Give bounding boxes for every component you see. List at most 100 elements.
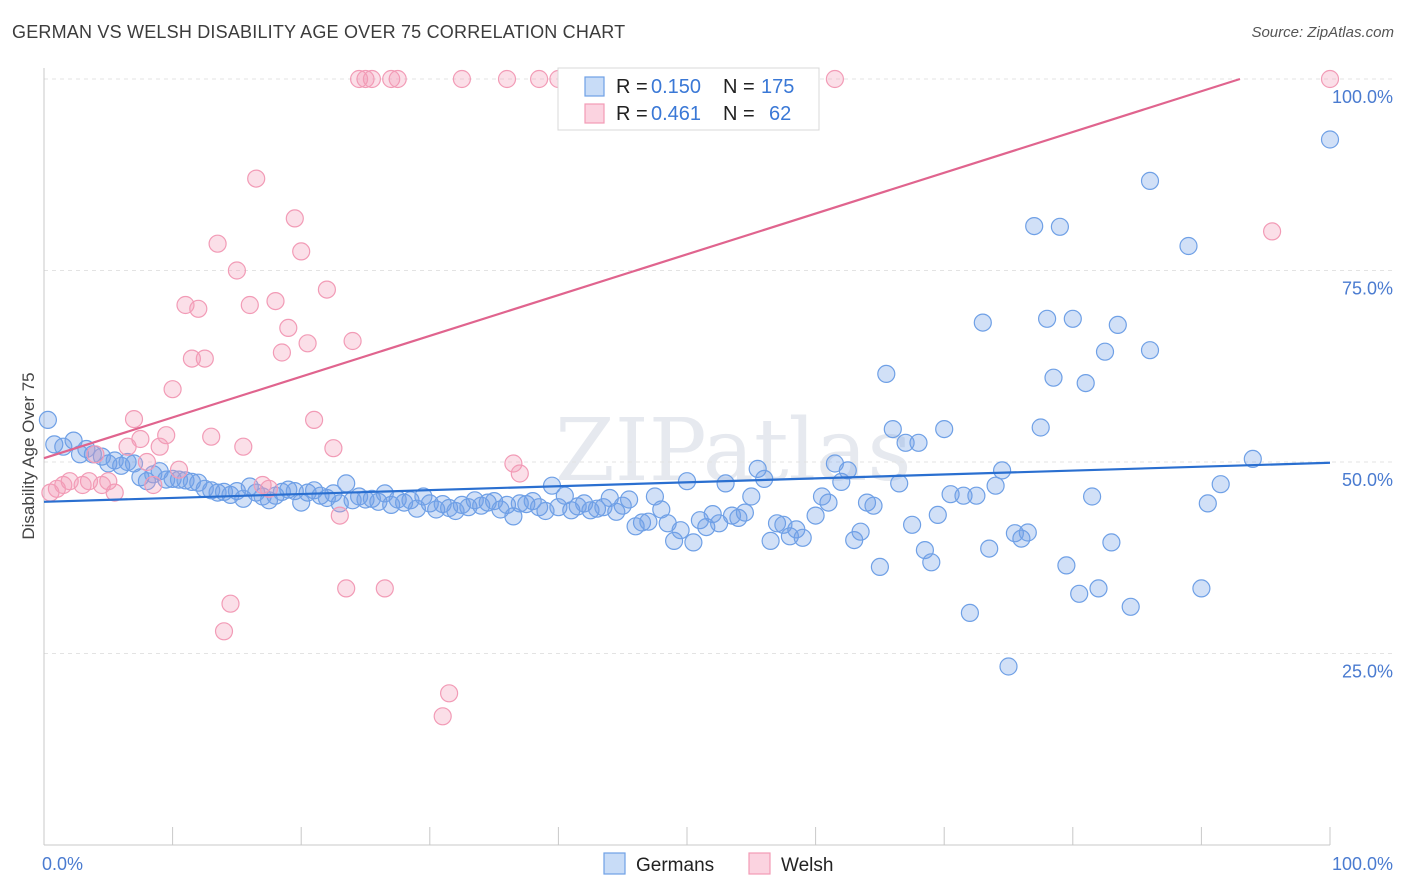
- data-point-welsh: [124, 410, 144, 429]
- data-point-germans: [767, 514, 787, 533]
- data-point-welsh: [266, 292, 285, 311]
- bottom-legend: Germans Welsh: [603, 852, 833, 876]
- data-point-germans: [935, 420, 954, 439]
- data-point-germans: [1095, 342, 1115, 361]
- data-point-germans: [877, 364, 896, 383]
- data-point-welsh: [157, 426, 176, 445]
- data-point-germans: [1140, 341, 1160, 360]
- data-point-germans: [1025, 217, 1044, 236]
- x-ticks: [43, 827, 1331, 845]
- data-point-germans: [1243, 449, 1262, 468]
- data-point-welsh: [382, 69, 401, 89]
- data-point-germans: [806, 506, 825, 525]
- data-point-germans: [1089, 579, 1108, 598]
- data-point-germans: [684, 533, 703, 552]
- data-point-welsh: [285, 209, 304, 228]
- data-point-welsh: [279, 318, 298, 337]
- data-point-germans: [992, 461, 1012, 480]
- data-point-germans: [973, 313, 992, 332]
- bottom-legend-swatch-germans: [603, 852, 626, 875]
- source-credit: Source: ZipAtlas.com: [1251, 24, 1394, 41]
- data-point-welsh: [1262, 222, 1282, 241]
- data-point-welsh: [298, 334, 317, 353]
- data-point-welsh: [163, 380, 182, 399]
- data-point-germans: [890, 474, 909, 493]
- x-tick-label-max: 100.0%: [1332, 854, 1393, 874]
- data-point-welsh: [234, 437, 253, 456]
- data-point-welsh: [189, 299, 208, 318]
- data-point-welsh: [825, 69, 845, 89]
- data-point-germans: [864, 496, 883, 515]
- y-tick-label: 100.0%: [1332, 87, 1393, 107]
- data-point-germans: [838, 461, 857, 480]
- data-point-welsh: [343, 331, 362, 351]
- data-point-germans: [1320, 130, 1340, 149]
- data-point-germans: [118, 452, 137, 472]
- data-point-germans: [587, 499, 607, 518]
- y-tick-label: 25.0%: [1342, 662, 1393, 682]
- data-point-germans: [639, 512, 658, 531]
- data-point-germans: [1179, 236, 1198, 256]
- legend-n-label-welsh: N =: [723, 103, 755, 125]
- data-point-germans: [909, 433, 928, 452]
- data-point-germans: [851, 522, 870, 541]
- data-point-welsh: [195, 349, 214, 368]
- y-tick-label: 50.0%: [1342, 470, 1393, 490]
- data-point-germans: [967, 486, 986, 505]
- data-point-germans: [1018, 523, 1037, 542]
- data-point-germans: [1108, 315, 1127, 334]
- data-point-welsh: [272, 343, 291, 362]
- data-point-welsh: [247, 169, 266, 188]
- data-point-welsh: [504, 454, 523, 473]
- data-point-germans: [819, 493, 838, 512]
- data-point-welsh: [214, 622, 234, 641]
- bottom-legend-label-germans: Germans: [636, 855, 714, 876]
- data-point-germans: [960, 603, 980, 623]
- data-point-germans: [999, 657, 1018, 676]
- data-point-germans: [671, 521, 690, 540]
- data-point-welsh: [440, 684, 459, 703]
- data-point-germans: [748, 459, 767, 478]
- data-point-welsh: [452, 69, 471, 89]
- y-tick-label: 75.0%: [1342, 279, 1393, 299]
- data-point-germans: [954, 486, 973, 505]
- data-point-welsh: [227, 261, 246, 280]
- data-point-germans: [1198, 494, 1217, 513]
- data-point-welsh: [356, 69, 375, 89]
- data-point-welsh: [362, 69, 381, 89]
- data-point-germans: [1070, 584, 1089, 603]
- data-point-welsh: [202, 427, 221, 446]
- data-point-germans: [1037, 309, 1057, 328]
- data-point-germans: [742, 487, 761, 506]
- data-point-welsh: [259, 479, 279, 498]
- data-point-welsh: [131, 429, 150, 449]
- data-point-germans: [793, 528, 812, 547]
- data-point-germans: [928, 505, 947, 525]
- data-point-germans: [870, 557, 890, 577]
- grid-lines: [44, 78, 1395, 654]
- data-point-germans: [716, 474, 735, 493]
- data-point-welsh: [221, 594, 240, 613]
- legend-swatch-welsh: [584, 103, 605, 124]
- data-point-welsh: [510, 464, 529, 483]
- data-point-welsh: [350, 69, 369, 89]
- data-point-welsh: [337, 579, 356, 598]
- data-point-germans: [632, 513, 652, 532]
- data-point-welsh: [137, 452, 156, 472]
- data-point-welsh: [182, 349, 201, 368]
- data-point-germans: [1044, 368, 1063, 387]
- data-point-welsh: [375, 579, 394, 598]
- data-point-germans: [664, 531, 684, 551]
- data-point-welsh: [388, 69, 407, 89]
- data-point-welsh: [305, 410, 324, 429]
- trend-line-germans: [43, 461, 1331, 503]
- y-axis-label: Disability Age Over 75: [19, 372, 38, 539]
- data-point-welsh: [330, 506, 349, 525]
- data-point-germans: [1031, 418, 1050, 437]
- data-point-germans: [1121, 597, 1140, 616]
- data-point-germans: [414, 487, 433, 506]
- data-point-welsh: [497, 69, 517, 89]
- data-point-germans: [1063, 309, 1082, 328]
- data-point-germans: [38, 410, 58, 429]
